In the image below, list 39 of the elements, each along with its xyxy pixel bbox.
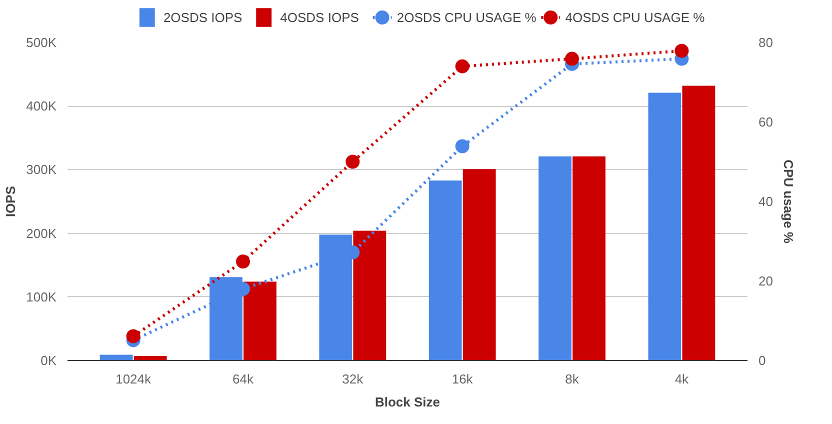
point	[346, 154, 360, 169]
bar	[244, 282, 276, 360]
bar	[353, 230, 386, 360]
x-tick-label: 4k	[674, 372, 690, 386]
legend-label: 4OSDS CPU USAGE %	[565, 10, 706, 25]
point	[236, 254, 250, 269]
bar	[682, 86, 716, 360]
y-axis-title: IOPS	[3, 186, 18, 218]
y-tick-label: 300K	[26, 162, 57, 178]
x-axis-title: Block Size	[374, 394, 440, 410]
point	[455, 59, 470, 74]
bar	[648, 92, 682, 360]
y2-tick-label: 20	[758, 274, 773, 288]
point	[455, 139, 470, 154]
x-tick-label: 32k	[342, 372, 364, 386]
y2-tick-label: 80	[758, 35, 773, 50]
y2-tick-label: 0	[758, 353, 766, 368]
legend-label: 2OSDS IOPS	[163, 10, 243, 25]
y-tick-label: 400K	[26, 98, 57, 114]
bar	[462, 169, 496, 360]
bar	[538, 156, 572, 360]
x-tick-label: 16k	[452, 372, 474, 386]
y2-tick-label: 40	[758, 194, 773, 209]
y2-tick-label: 60	[758, 114, 773, 130]
y-tick-label: 0K	[40, 353, 57, 368]
x-tick-label: 64k	[232, 372, 254, 386]
legend-label: 4OSDS IOPS	[280, 10, 360, 25]
x-tick-label: 1024k	[116, 372, 152, 386]
point	[126, 329, 140, 344]
bar	[134, 356, 167, 360]
y2-axis-title: CPU usage %	[780, 160, 796, 244]
legend-label: 2OSDS CPU USAGE %	[396, 10, 537, 25]
y-tick-label: 200K	[26, 226, 57, 241]
x-tick-label: 8k	[565, 372, 580, 386]
y-tick-label: 100K	[26, 289, 57, 304]
y-tick-label: 500K	[26, 35, 57, 50]
point	[565, 52, 580, 66]
point	[674, 44, 689, 58]
bar	[572, 156, 606, 360]
